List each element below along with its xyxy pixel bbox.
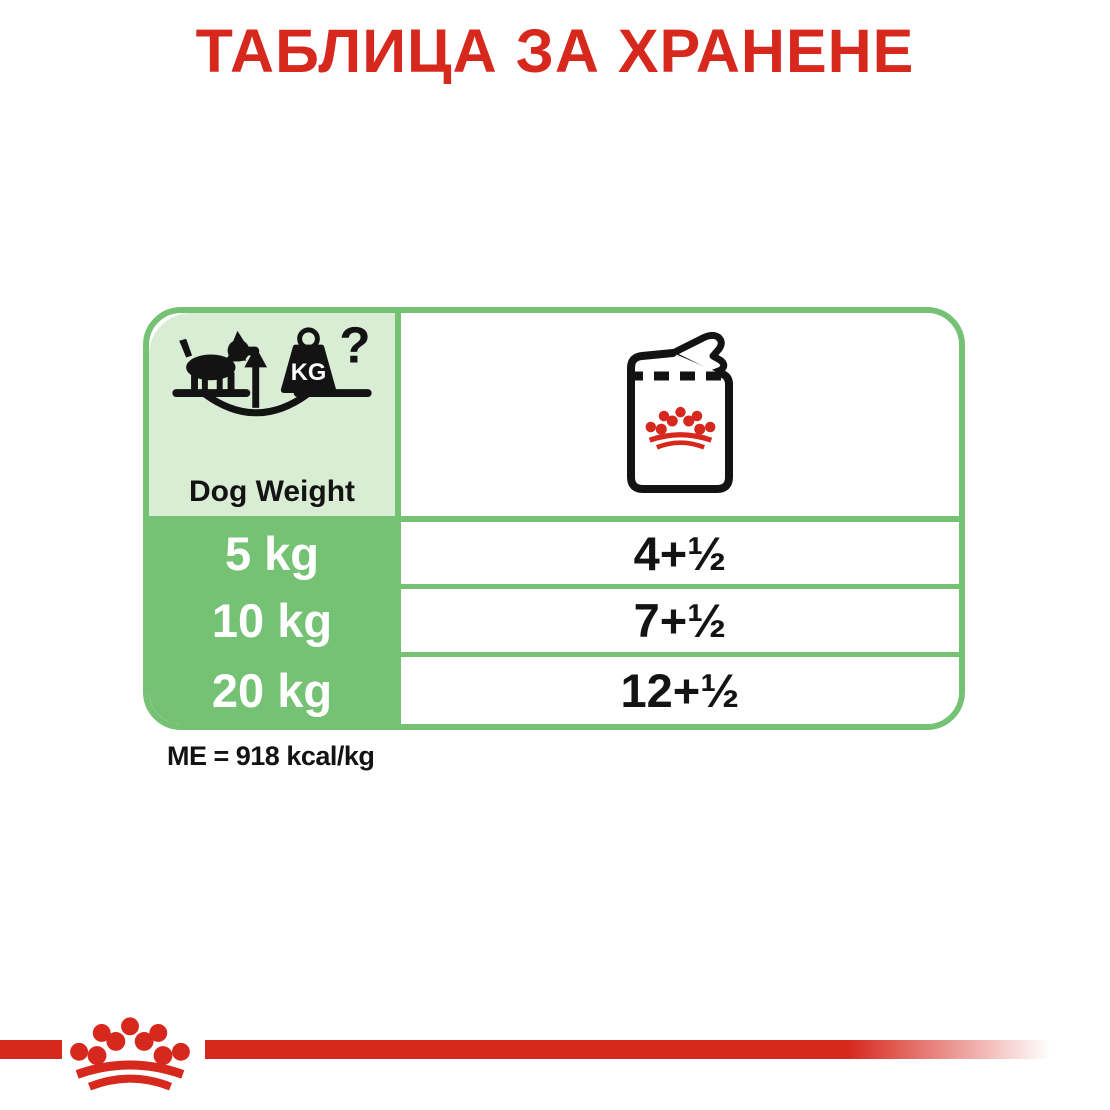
table-row-weight: 20 kg [149,656,401,724]
dog-weight-label: Dog Weight [188,474,356,508]
page-title: ТАБЛИЦА ЗА ХРАНЕНЕ [195,17,915,85]
pouch-body [627,349,733,493]
metabolizable-energy-note: ME = 918 kcal/kg [167,741,375,771]
question-mark-icon: ? [339,321,370,373]
header-cell-portion [401,313,959,522]
scale-platform-left [172,388,251,397]
footer-red-stripe-left [0,1040,62,1059]
kg-label: KG [291,360,327,386]
table-row-weight: 5 kg [149,522,401,590]
royal-canin-crown-logo [70,1017,190,1091]
table-row-portion: 4+½ [401,522,959,590]
table-row-portion: 7+½ [401,589,959,657]
table-row-portion: 12+½ [401,656,959,724]
up-arrow-icon [244,346,268,408]
dog-weight-scale-icon: KG ? [172,321,372,416]
table-row-weight: 10 kg [149,589,401,657]
kg-weight-icon: KG [280,326,337,393]
feeding-table: KG ? Dog Weight [143,307,965,730]
dog-icon [179,330,260,390]
balance-arc [202,390,310,416]
header-cell-dog-weight: KG ? Dog Weight [149,313,401,522]
food-pouch-icon [627,332,733,493]
royal-canin-crown-icon [645,406,716,450]
footer-red-stripe-right [205,1040,1110,1059]
